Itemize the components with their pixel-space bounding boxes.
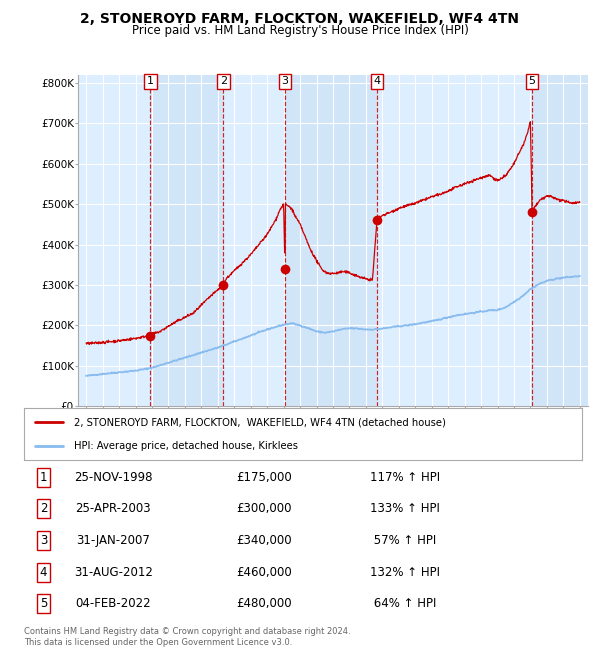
Text: 04-FEB-2022: 04-FEB-2022 (76, 597, 151, 610)
Text: 2: 2 (220, 77, 227, 86)
Text: 1: 1 (40, 471, 47, 484)
Text: 1: 1 (147, 77, 154, 86)
Text: 3: 3 (281, 77, 289, 86)
Text: 25-APR-2003: 25-APR-2003 (76, 502, 151, 515)
Text: 2, STONEROYD FARM, FLOCKTON, WAKEFIELD, WF4 4TN: 2, STONEROYD FARM, FLOCKTON, WAKEFIELD, … (80, 12, 520, 26)
Text: 2: 2 (40, 502, 47, 515)
Text: 3: 3 (40, 534, 47, 547)
Text: 117% ↑ HPI: 117% ↑ HPI (370, 471, 440, 484)
Text: £300,000: £300,000 (236, 502, 292, 515)
Text: Price paid vs. HM Land Registry's House Price Index (HPI): Price paid vs. HM Land Registry's House … (131, 24, 469, 37)
Text: 2, STONEROYD FARM, FLOCKTON,  WAKEFIELD, WF4 4TN (detached house): 2, STONEROYD FARM, FLOCKTON, WAKEFIELD, … (74, 417, 446, 427)
Text: 57% ↑ HPI: 57% ↑ HPI (370, 534, 436, 547)
Text: 31-AUG-2012: 31-AUG-2012 (74, 566, 153, 578)
Text: 4: 4 (373, 77, 380, 86)
Text: £480,000: £480,000 (236, 597, 292, 610)
Text: 133% ↑ HPI: 133% ↑ HPI (370, 502, 440, 515)
Text: 31-JAN-2007: 31-JAN-2007 (76, 534, 150, 547)
Text: £340,000: £340,000 (236, 534, 292, 547)
Bar (285, 75, 377, 406)
Text: HPI: Average price, detached house, Kirklees: HPI: Average price, detached house, Kirk… (74, 441, 298, 450)
Text: 132% ↑ HPI: 132% ↑ HPI (370, 566, 440, 578)
Text: 64% ↑ HPI: 64% ↑ HPI (370, 597, 436, 610)
Text: £175,000: £175,000 (236, 471, 292, 484)
Text: 5: 5 (529, 77, 536, 86)
Text: 5: 5 (40, 597, 47, 610)
Bar (151, 75, 223, 406)
Bar (532, 75, 588, 406)
Text: 25-NOV-1998: 25-NOV-1998 (74, 471, 152, 484)
Text: Contains HM Land Registry data © Crown copyright and database right 2024.
This d: Contains HM Land Registry data © Crown c… (24, 627, 350, 647)
Text: 4: 4 (40, 566, 47, 578)
Text: £460,000: £460,000 (236, 566, 292, 578)
